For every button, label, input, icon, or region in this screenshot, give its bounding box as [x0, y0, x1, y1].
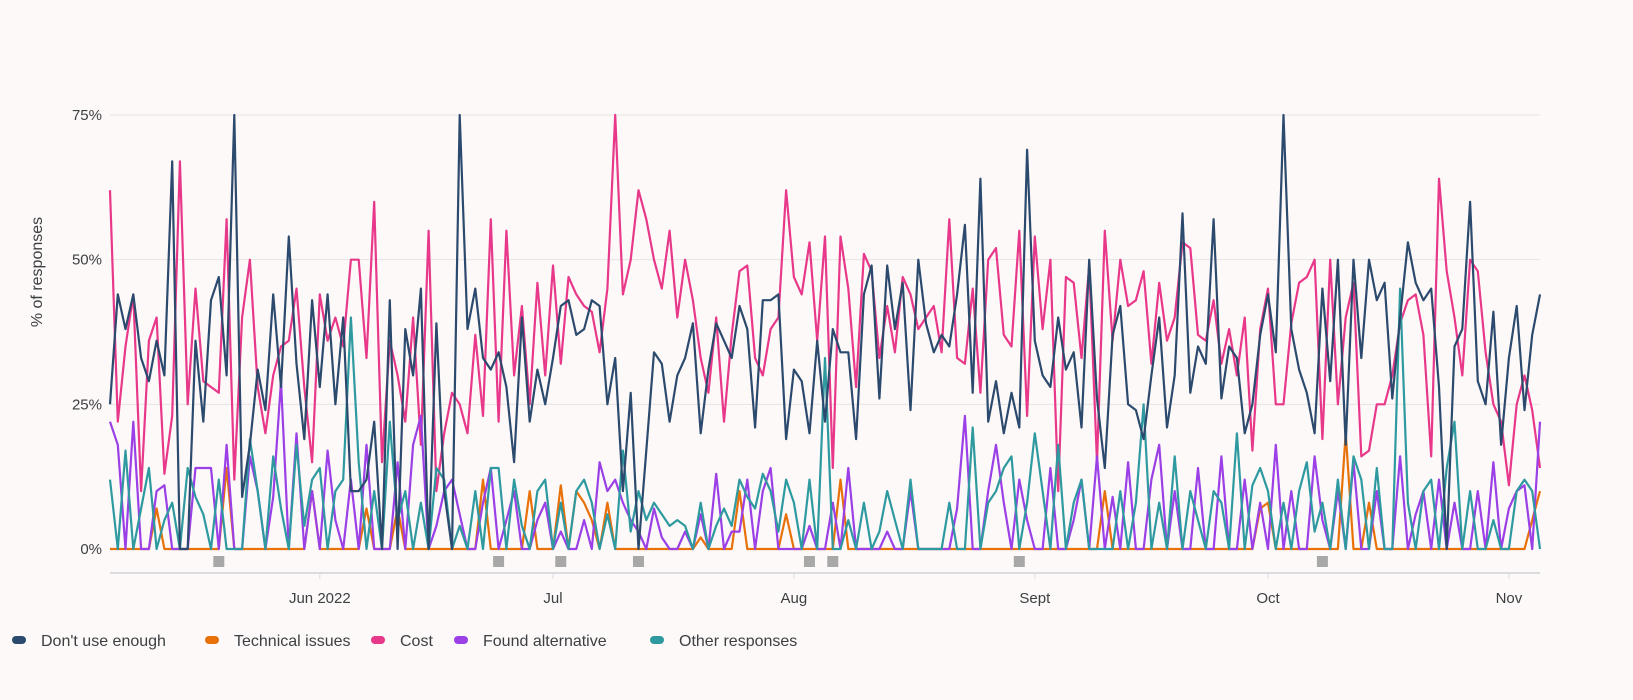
annotation-marker[interactable] [213, 556, 225, 567]
legend-label: Found alternative [483, 633, 607, 650]
annotation-markers [213, 556, 1328, 567]
annotation-marker[interactable] [803, 556, 815, 567]
series-line-4 [108, 287, 1542, 551]
annotation-marker[interactable] [1316, 556, 1328, 567]
legend-item[interactable]: Don't use enough [12, 633, 166, 650]
y-tick-label: 50% [72, 252, 102, 269]
annotation-marker[interactable] [1013, 556, 1025, 567]
y-tick-label: 0% [80, 541, 102, 558]
legend-swatch [454, 636, 468, 644]
legend-item[interactable]: Cost [371, 633, 433, 650]
legend-swatch [371, 636, 385, 644]
legend-item[interactable]: Other responses [650, 633, 797, 650]
series-line-0 [108, 113, 1542, 551]
x-tick-label: Oct [1256, 590, 1280, 607]
legend-swatch [205, 636, 219, 644]
legend: Don't use enough Technical issues Cost Foun… [12, 633, 797, 650]
legend-label: Technical issues [234, 633, 351, 650]
x-tick-label: Sept [1019, 590, 1051, 607]
annotation-marker[interactable] [827, 556, 839, 567]
y-axis-ticks: 0% 25% 50% 75% [72, 107, 102, 558]
x-tick-label: Jun 2022 [289, 590, 351, 607]
legend-label: Other responses [679, 633, 797, 650]
legend-item[interactable]: Technical issues [205, 633, 351, 650]
y-tick-label: 75% [72, 107, 102, 124]
x-tick-label: Jul [543, 590, 562, 607]
x-tick-label: Aug [781, 590, 808, 607]
x-axis-ticks: Jun 2022 Jul Aug Sept Oct Nov [289, 573, 1523, 607]
legend-item[interactable]: Found alternative [454, 633, 607, 650]
y-tick-label: 25% [72, 396, 102, 413]
y-axis-label: % of responses [29, 217, 46, 327]
legend-label: Cost [400, 633, 433, 650]
legend-swatch [650, 636, 664, 644]
legend-label: Don't use enough [41, 633, 166, 650]
annotation-marker[interactable] [555, 556, 567, 567]
legend-swatch [12, 636, 26, 644]
x-tick-label: Nov [1496, 590, 1523, 607]
series-lines [108, 113, 1542, 551]
series-line-3 [108, 380, 1542, 551]
series-line-2 [108, 113, 1542, 493]
annotation-marker[interactable] [632, 556, 644, 567]
annotation-marker[interactable] [493, 556, 505, 567]
